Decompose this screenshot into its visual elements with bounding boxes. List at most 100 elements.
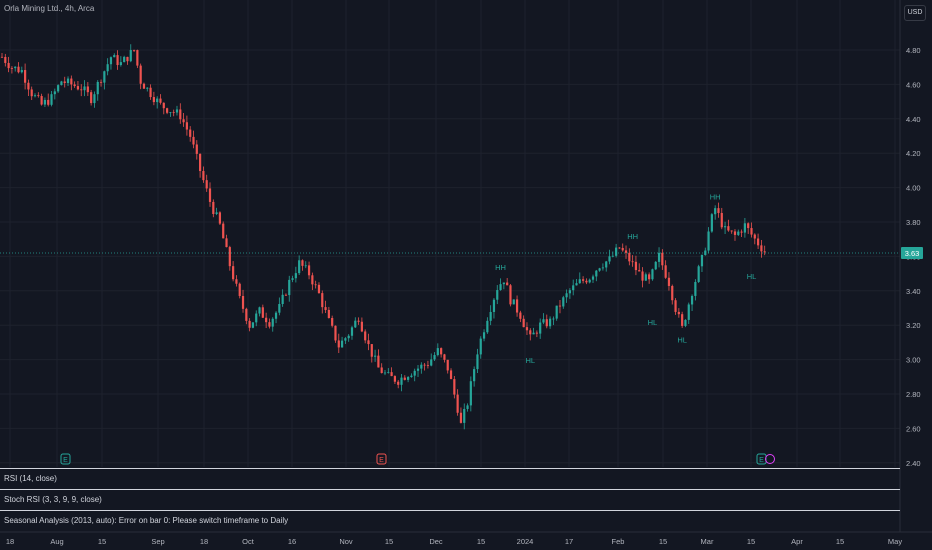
candle-body bbox=[123, 56, 126, 63]
candle-body bbox=[364, 331, 367, 341]
symbol-title: Orla Mining Ltd., 4h, Arca bbox=[4, 4, 95, 13]
swing-label: HH bbox=[495, 263, 506, 272]
candle-body bbox=[459, 412, 463, 423]
candle-body bbox=[449, 370, 453, 380]
candle-body bbox=[337, 340, 340, 348]
candle-body bbox=[548, 318, 552, 327]
candle-body bbox=[278, 304, 281, 313]
candle-body bbox=[539, 322, 542, 334]
svg-text:E: E bbox=[759, 457, 764, 464]
candle-body bbox=[733, 231, 737, 235]
candle-body bbox=[185, 122, 188, 130]
candle-body bbox=[43, 99, 47, 105]
time-axis[interactable]: 18 Aug 15 Sep 18 Oct 16 Nov 15 Dec 15 2024 17 Feb 15 Ma… bbox=[6, 537, 903, 546]
candle-body bbox=[565, 293, 568, 298]
candle-body bbox=[106, 64, 109, 72]
rsi-pane[interactable]: RSI (14, close) bbox=[0, 468, 900, 490]
candle-body bbox=[99, 81, 103, 83]
candle-body bbox=[756, 238, 760, 246]
candle-body bbox=[489, 311, 492, 321]
candle-body bbox=[714, 208, 717, 215]
candle-body bbox=[225, 238, 228, 248]
candle-body bbox=[552, 318, 555, 320]
candle-body bbox=[182, 119, 185, 123]
candle-body bbox=[175, 109, 179, 113]
candle-body bbox=[331, 318, 334, 326]
candle-body bbox=[486, 320, 489, 333]
candle-body bbox=[416, 368, 420, 371]
price-tick: 2.40 bbox=[906, 459, 921, 468]
candle-body bbox=[661, 252, 664, 266]
stoch-rsi-pane[interactable]: Stoch RSI (3, 3, 9, 9, close) bbox=[0, 489, 900, 511]
candle-body bbox=[430, 359, 433, 366]
candle-body bbox=[674, 300, 677, 312]
candle-body bbox=[601, 267, 605, 269]
candle-body bbox=[479, 338, 482, 355]
candle-body bbox=[482, 332, 486, 339]
candle-body bbox=[687, 304, 690, 320]
dividend-icon[interactable] bbox=[765, 454, 775, 464]
candle-body bbox=[446, 359, 449, 371]
candle-body bbox=[433, 355, 436, 360]
candle-body bbox=[496, 290, 499, 300]
candle-body bbox=[222, 223, 225, 239]
candle-body bbox=[720, 212, 723, 228]
price-tick: 2.60 bbox=[906, 424, 921, 433]
candle-body bbox=[667, 277, 671, 286]
candle-body bbox=[737, 231, 740, 235]
seasonal-pane[interactable]: Seasonal Analysis (2013, auto): Error on… bbox=[0, 510, 900, 532]
time-tick: Mar bbox=[701, 537, 714, 546]
candle-body bbox=[33, 95, 37, 97]
event-marker-earnings-1[interactable]: E bbox=[60, 453, 71, 465]
candle-body bbox=[258, 307, 261, 314]
candle-body bbox=[357, 320, 360, 322]
current-price-badge: 3.63 bbox=[901, 247, 923, 259]
candle-body bbox=[307, 265, 311, 276]
currency-button[interactable]: USD bbox=[904, 5, 926, 21]
candle-body bbox=[506, 282, 509, 286]
candle-body bbox=[340, 340, 344, 348]
candle-body bbox=[578, 279, 581, 284]
candle-body bbox=[466, 405, 469, 409]
time-tick: 15 bbox=[747, 537, 755, 546]
candle-body bbox=[294, 273, 297, 279]
candle-body bbox=[284, 294, 288, 296]
candle-body bbox=[410, 375, 413, 378]
candle-body bbox=[232, 266, 235, 280]
candle-body bbox=[380, 367, 383, 374]
candle-body bbox=[334, 325, 337, 341]
candle-body bbox=[377, 355, 380, 368]
candle-body bbox=[624, 250, 628, 253]
candle-body bbox=[443, 354, 446, 360]
swing-label: HL bbox=[525, 356, 535, 365]
price-tick: 3.20 bbox=[906, 321, 921, 330]
candle-body bbox=[545, 319, 548, 327]
candle-body bbox=[83, 86, 86, 91]
candle-body bbox=[66, 78, 70, 84]
candle-body bbox=[373, 355, 377, 357]
candle-body bbox=[681, 314, 684, 326]
event-marker-earnings-2[interactable]: E bbox=[376, 453, 387, 465]
candle-body bbox=[202, 171, 205, 181]
candle-body bbox=[397, 381, 400, 385]
candle-body bbox=[700, 254, 704, 267]
current-price-value: 3.63 bbox=[905, 249, 920, 258]
candle-body bbox=[208, 188, 212, 202]
candle-body bbox=[542, 319, 545, 323]
candle-body bbox=[317, 284, 321, 294]
candle-body bbox=[291, 278, 294, 280]
candle-body bbox=[4, 56, 7, 63]
candle-body bbox=[572, 285, 575, 291]
candle-body bbox=[423, 364, 426, 366]
event-marker-earnings-3[interactable]: E bbox=[756, 453, 775, 465]
candle-body bbox=[24, 70, 27, 83]
candle-body bbox=[80, 89, 83, 91]
candle-body bbox=[694, 281, 697, 296]
candle-body bbox=[212, 201, 215, 215]
candle-body bbox=[215, 212, 218, 215]
candle-body bbox=[588, 279, 591, 283]
candle-body bbox=[562, 297, 565, 307]
swing-label: HL bbox=[677, 335, 687, 344]
stoch-rsi-label: Stoch RSI (3, 3, 9, 9, close) bbox=[4, 495, 102, 504]
